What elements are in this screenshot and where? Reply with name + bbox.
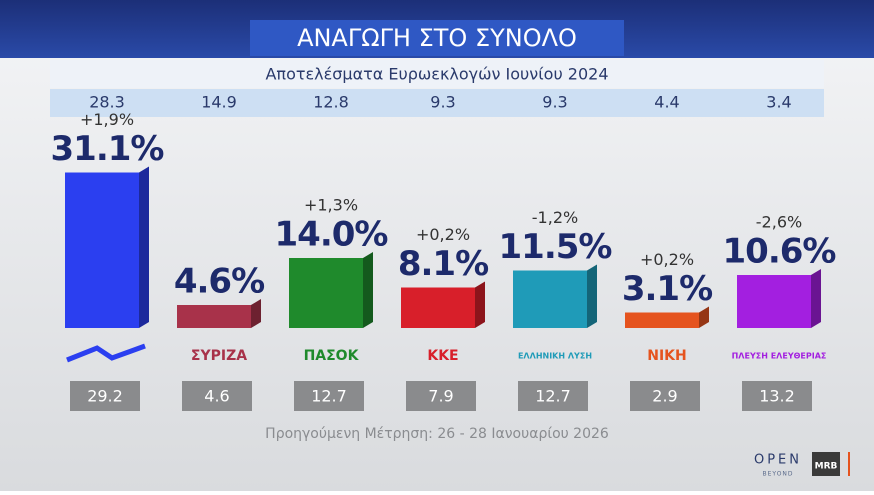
change-label: -2,6% <box>756 213 802 232</box>
previous-value: 7.9 <box>428 387 453 406</box>
previous-box <box>70 381 140 411</box>
euro-value: 14.9 <box>201 93 237 112</box>
value-label: 11.5% <box>499 227 612 267</box>
party-logo: ΝΙΚΗ <box>647 348 687 364</box>
pollster-logo: MRB <box>815 462 838 472</box>
value-label: 14.0% <box>275 215 388 255</box>
change-label: +1,9% <box>80 110 134 129</box>
channel-tagline: BEYOND <box>762 471 793 478</box>
party-logo: ΕΛΛΗΝΙΚΗ ΛΥΣΗ <box>518 352 592 361</box>
value-label: 10.6% <box>723 232 836 272</box>
change-label: +0,2% <box>640 250 694 269</box>
previous-value: 4.6 <box>204 387 229 406</box>
bar-side <box>587 264 597 328</box>
bar <box>401 287 475 328</box>
subtitle-band <box>50 60 824 88</box>
previous-box <box>182 381 252 411</box>
value-label: 8.1% <box>398 244 488 284</box>
bar-side <box>699 306 709 328</box>
party-logo: ΠΑΣΟΚ <box>304 348 360 364</box>
euro-value: 9.3 <box>542 93 567 112</box>
change-label: +0,2% <box>416 225 470 244</box>
change-label: +1,3% <box>304 196 358 215</box>
party-logo: ΠΛΕΥΣΗ ΕΛΕΥΘΕΡΙΑΣ <box>732 352 827 361</box>
bar-side <box>251 299 261 328</box>
change-label: -1,2% <box>532 208 578 227</box>
euro-label: Αποτελέσματα Ευρωεκλογών Ιουνίου 2024 <box>265 65 608 84</box>
value-label: 31.1% <box>51 129 164 169</box>
bar <box>513 270 587 328</box>
channel-logo: OPEN <box>754 453 802 468</box>
bar <box>65 172 139 328</box>
previous-value: 12.7 <box>535 387 571 406</box>
bar-side <box>363 252 373 328</box>
previous-box <box>294 381 364 411</box>
bar-side <box>811 269 821 328</box>
party-logo: ΣΥΡΙΖΑ <box>191 348 247 364</box>
previous-value: 12.7 <box>311 387 347 406</box>
chart-title: ΑΝΑΓΩΓΗ ΣΤΟ ΣΥΝΟΛΟ <box>297 24 577 52</box>
previous-value: 13.2 <box>759 387 795 406</box>
previous-value: 2.9 <box>652 387 677 406</box>
euro-value: 12.8 <box>313 93 349 112</box>
euro-value: 28.3 <box>89 93 125 112</box>
previous-box <box>406 381 476 411</box>
bar <box>737 275 811 328</box>
title-box <box>250 20 624 56</box>
previous-label: Προηγούμενη Μέτρηση: 26 - 28 Ιανουαρίου … <box>265 426 609 442</box>
previous-box <box>630 381 700 411</box>
bar-side <box>475 281 485 328</box>
value-label: 3.1% <box>622 269 712 309</box>
euro-band <box>50 89 824 117</box>
bar-side <box>139 166 149 328</box>
party-logo: ΚΚΕ <box>427 348 458 364</box>
euro-value: 9.3 <box>430 93 455 112</box>
pollster-box <box>812 452 840 476</box>
previous-box <box>518 381 588 411</box>
bar <box>177 305 251 328</box>
divider <box>848 452 850 476</box>
euro-value: 4.4 <box>654 93 679 112</box>
party-logo <box>66 343 146 363</box>
bar <box>625 312 699 328</box>
previous-value: 29.2 <box>87 387 123 406</box>
euro-value: 3.4 <box>766 93 791 112</box>
value-label: 4.6% <box>174 262 264 302</box>
bar <box>289 258 363 328</box>
previous-box <box>742 381 812 411</box>
